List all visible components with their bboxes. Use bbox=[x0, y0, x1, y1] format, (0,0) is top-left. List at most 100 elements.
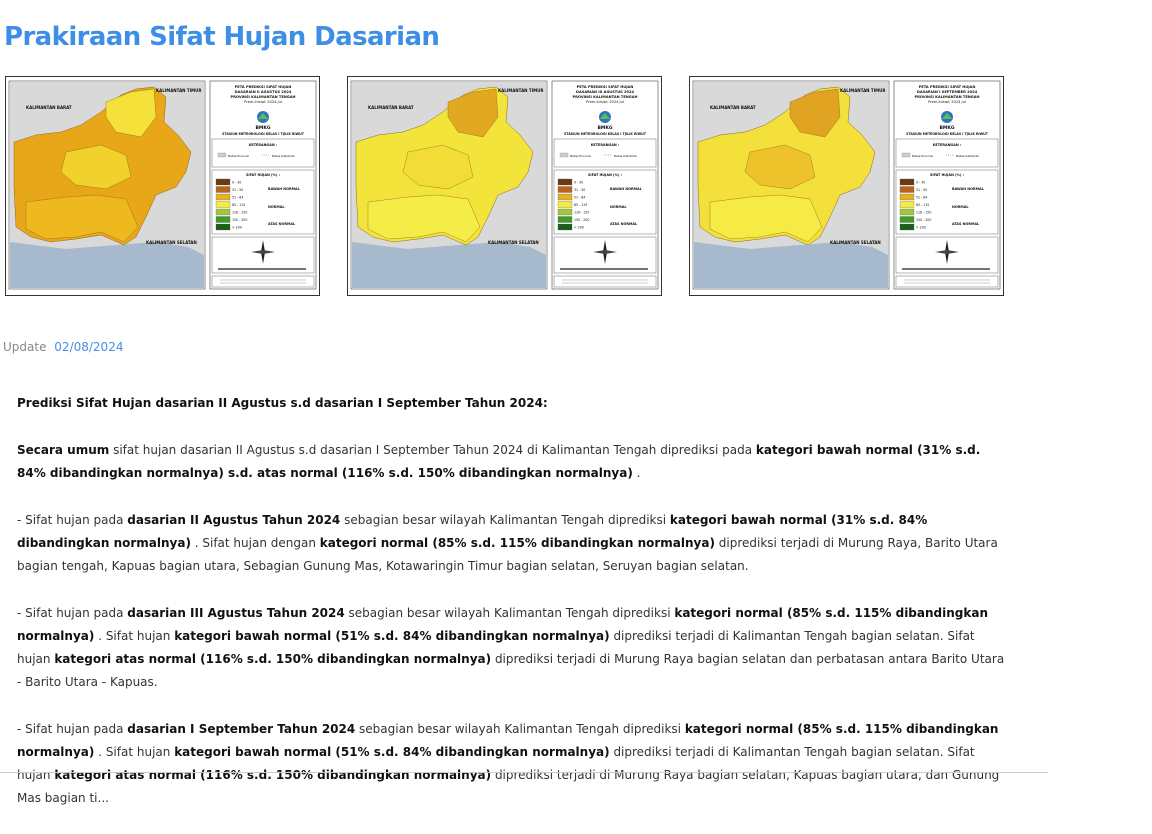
map-svg: KALIMANTAN BARAT KALIMANTAN TIMUR KALIMANT… bbox=[692, 80, 1001, 290]
map-label-west: KALIMANTAN BARAT bbox=[26, 105, 72, 110]
keterangan-title: KETERANGAN : bbox=[933, 143, 961, 147]
text: diprediksi terjadi di Kalimantan Tengah … bbox=[17, 629, 975, 666]
map-label-south: KALIMANTAN SELATAN bbox=[146, 240, 197, 245]
map-header-line: Prem.Inisial: 2024 Jul bbox=[928, 100, 966, 104]
class-range: > 200 bbox=[574, 226, 584, 230]
text: diprediksi terjadi di Murung Raya bagian… bbox=[17, 652, 1005, 689]
bmkg-label: BMKG bbox=[939, 125, 954, 131]
class-range: 85 - 115 bbox=[916, 203, 929, 207]
keterangan-swatch bbox=[559, 152, 569, 158]
text: . Sifat hujan bbox=[94, 629, 175, 643]
article-body: Prediksi Sifat Hujan dasarian II Agustus… bbox=[17, 392, 1007, 834]
rainfall-map-dasarian-1-september[interactable]: KALIMANTAN BARAT KALIMANTAN TIMUR KALIMANT… bbox=[689, 76, 1004, 296]
category-below-normal: BAWAH NORMAL bbox=[952, 187, 985, 191]
district-south bbox=[709, 194, 823, 243]
bold-text: kategori atas normal (116% s.d. 150% dib… bbox=[54, 768, 492, 782]
category-normal: NORMAL bbox=[268, 205, 285, 209]
map-label-east: KALIMANTAN TIMUR bbox=[840, 88, 885, 93]
keterangan-box bbox=[211, 138, 315, 168]
class-swatch bbox=[215, 223, 231, 231]
map-header-line: DASARIAN III AGUSTUS 2024 bbox=[576, 90, 634, 94]
text: sebagian besar wilayah Kalimantan Tengah… bbox=[340, 513, 670, 527]
sifat-box bbox=[553, 169, 657, 235]
bold-text: dasarian III Agustus Tahun 2024 bbox=[127, 606, 345, 620]
bmkg-logo-icon bbox=[942, 113, 952, 119]
article-heading: Prediksi Sifat Hujan dasarian II Agustus… bbox=[17, 396, 548, 410]
class-range: 116 - 150 bbox=[916, 211, 931, 215]
category-above-normal: ATAS NORMAL bbox=[610, 222, 638, 226]
source-box bbox=[211, 275, 315, 288]
district-central bbox=[60, 144, 132, 190]
map-header-line: DASARIAN II AGUSTUS 2024 bbox=[235, 90, 292, 94]
district-north bbox=[447, 88, 499, 138]
sifat-title: SIFAT HUJAN (%) : bbox=[246, 173, 280, 177]
paragraph-dasarian-1-september: - Sifat hujan pada dasarian I September … bbox=[17, 718, 1007, 810]
bmkg-logo-icon bbox=[600, 113, 610, 119]
text: - Sifat hujan pada bbox=[17, 513, 128, 527]
paragraph-summary: Secara umum sifat hujan dasarian II Agus… bbox=[17, 439, 1007, 485]
compass-icon bbox=[593, 250, 617, 254]
bmkg-label: BMKG bbox=[255, 125, 270, 131]
map-header-line: PROVINSI KALIMANTAN TENGAH bbox=[572, 95, 637, 99]
class-range: 51 - 84 bbox=[232, 196, 243, 200]
class-swatch bbox=[557, 208, 573, 216]
district-north bbox=[105, 88, 157, 138]
compass-box bbox=[895, 236, 999, 274]
sifat-box bbox=[211, 169, 315, 235]
map-label-east: KALIMANTAN TIMUR bbox=[498, 88, 543, 93]
update-date: 02/08/2024 bbox=[54, 340, 124, 354]
class-range: 150 - 200 bbox=[574, 218, 589, 222]
bold-text: kategori bawah normal (31% s.d. 84% diba… bbox=[17, 513, 928, 550]
paragraph-dasarian-3-agustus: - Sifat hujan pada dasarian III Agustus … bbox=[17, 602, 1007, 694]
map-header-line: Prem.Inisial: 2024 Jul bbox=[244, 100, 282, 104]
sifat-title: SIFAT HUJAN (%) : bbox=[588, 173, 622, 177]
class-range: > 200 bbox=[232, 226, 242, 230]
text: . bbox=[632, 466, 641, 480]
category-above-normal: ATAS NORMAL bbox=[952, 222, 980, 226]
source-box bbox=[895, 275, 999, 288]
bmkg-label: BMKG bbox=[597, 125, 612, 131]
keterangan-item: Batas Provinsi bbox=[570, 154, 591, 158]
text: sebagian besar wilayah Kalimantan Tengah… bbox=[355, 722, 685, 736]
class-range: > 200 bbox=[916, 226, 926, 230]
map-svg: KALIMANTAN BARAT KALIMANTAN TIMUR KALIMANT… bbox=[350, 80, 659, 290]
map-header-line: Prem.Inisial: 2024 Jul bbox=[586, 100, 624, 104]
class-swatch bbox=[899, 193, 915, 201]
bold-text: kategori bawah normal (31% s.d. 84% diba… bbox=[17, 443, 981, 480]
bmkg-logo-icon bbox=[258, 113, 268, 119]
class-range: 85 - 115 bbox=[232, 203, 245, 207]
bold-text: kategori normal (85% s.d. 115% dibanding… bbox=[17, 606, 988, 643]
district-south bbox=[367, 194, 481, 243]
bold-text: kategori normal (85% s.d. 115% dibanding… bbox=[319, 536, 715, 550]
district-central bbox=[402, 144, 474, 190]
rainfall-map-dasarian-3-agustus[interactable]: KALIMANTAN BARAT KALIMANTAN TIMUR KALIMANT… bbox=[347, 76, 662, 296]
class-swatch bbox=[557, 201, 573, 208]
class-swatch bbox=[557, 178, 573, 186]
rainfall-map-dasarian-2-agustus[interactable]: KALIMANTAN BARAT KALIMANTAN TIMUR KALIMANT… bbox=[5, 76, 320, 296]
map-label-west: KALIMANTAN BARAT bbox=[368, 105, 414, 110]
paragraph-dasarian-2-agustus: - Sifat hujan pada dasarian II Agustus T… bbox=[17, 509, 1007, 578]
class-range: 116 - 150 bbox=[232, 211, 247, 215]
sifat-title: SIFAT HUJAN (%) : bbox=[930, 173, 964, 177]
class-swatch bbox=[899, 208, 915, 216]
keterangan-box bbox=[895, 138, 999, 168]
class-swatch bbox=[215, 216, 231, 223]
compass-box bbox=[211, 236, 315, 274]
class-swatch bbox=[899, 216, 915, 223]
map-label-west: KALIMANTAN BARAT bbox=[710, 105, 756, 110]
sea-area bbox=[694, 242, 888, 288]
class-range: 51 - 84 bbox=[574, 196, 585, 200]
district-north bbox=[789, 88, 841, 138]
map-header-line: PETA PREDIKSI SIFAT HUJAN bbox=[235, 85, 292, 89]
bold-text: dasarian II Agustus Tahun 2024 bbox=[127, 513, 341, 527]
text: - Sifat hujan pada bbox=[17, 606, 128, 620]
map-header-line: PROVINSI KALIMANTAN TENGAH bbox=[914, 95, 979, 99]
class-range: 31 - 50 bbox=[916, 188, 927, 192]
map-header-line: PETA PREDIKSI SIFAT HUJAN bbox=[577, 85, 634, 89]
class-swatch bbox=[557, 193, 573, 201]
keterangan-item: Batas Kab/Kota bbox=[614, 154, 637, 158]
source-box bbox=[553, 275, 657, 288]
class-swatch bbox=[557, 216, 573, 223]
bold-text: Secara umum bbox=[17, 443, 110, 457]
category-above-normal: ATAS NORMAL bbox=[268, 222, 296, 226]
